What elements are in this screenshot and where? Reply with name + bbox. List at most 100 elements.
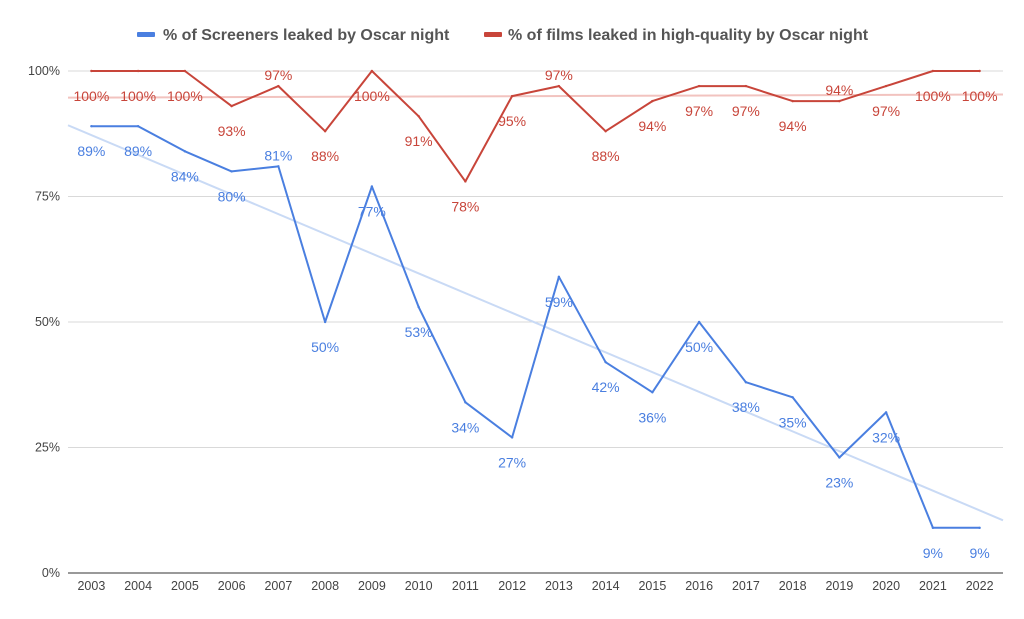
x-tick-label: 2017 <box>732 579 760 593</box>
x-tick-label: 2008 <box>311 579 339 593</box>
data-label-films: 94% <box>638 118 666 134</box>
data-label-screeners: 27% <box>498 454 526 470</box>
x-tick-label: 2015 <box>638 579 666 593</box>
x-tick-label: 2021 <box>919 579 947 593</box>
x-tick-label: 2016 <box>685 579 713 593</box>
x-tick-label: 2014 <box>592 579 620 593</box>
series-line-screeners <box>91 125 980 529</box>
x-tick-label: 2006 <box>218 579 246 593</box>
data-label-films: 97% <box>872 103 900 119</box>
data-point <box>136 125 140 128</box>
legend-swatch-films <box>484 32 502 37</box>
data-point <box>791 396 794 399</box>
data-label-films: 95% <box>498 113 526 129</box>
series-line-films <box>91 70 980 183</box>
legend-item-screeners: % of Screeners leaked by Oscar night <box>137 27 450 44</box>
data-label-films: 93% <box>218 123 246 139</box>
data-point <box>931 526 935 530</box>
data-label-films: 100% <box>354 88 390 104</box>
data-point <box>744 381 748 384</box>
legend-label-films: % of films leaked in high-quality by Osc… <box>508 27 869 44</box>
x-tick-label: 2011 <box>452 579 479 593</box>
data-label-screeners: 59% <box>545 294 573 310</box>
data-point <box>230 104 233 108</box>
y-axis-ticks: 0% 25% 50% 75% 100% <box>28 64 60 580</box>
data-point <box>323 130 327 133</box>
x-tick-label: 2018 <box>779 579 807 593</box>
data-label-screeners: 9% <box>923 545 943 561</box>
x-tick-label: 2010 <box>405 579 433 593</box>
y-tick-label: 0% <box>42 566 60 580</box>
x-tick-label: 2012 <box>498 579 526 593</box>
data-point <box>370 69 374 73</box>
data-point <box>183 69 187 73</box>
data-label-screeners: 89% <box>124 143 152 159</box>
data-label-films: 88% <box>592 148 620 164</box>
x-tick-label: 2009 <box>358 579 386 593</box>
data-label-screeners: 32% <box>872 429 900 445</box>
data-label-films: 97% <box>264 67 292 83</box>
data-point <box>744 84 748 88</box>
data-point <box>978 526 981 530</box>
data-label-films: 100% <box>915 88 951 104</box>
data-label-films: 100% <box>120 88 156 104</box>
data-point <box>884 84 888 88</box>
data-label-films: 100% <box>73 88 109 104</box>
data-label-films: 88% <box>311 148 339 164</box>
x-tick-label: 2007 <box>264 579 292 593</box>
data-point <box>838 456 841 459</box>
data-labels: 89% 89% 84% 80% 81% 50% 77% 53% 34% 27% 59% 42% 36% 5… <box>73 67 997 561</box>
y-tick-label: 100% <box>28 64 60 78</box>
x-tick-label: 2004 <box>124 579 152 593</box>
legend-label-screeners: % of Screeners leaked by Oscar night <box>163 27 450 44</box>
data-label-screeners: 80% <box>218 188 246 204</box>
data-label-screeners: 77% <box>358 203 386 219</box>
data-point <box>464 180 467 183</box>
data-label-screeners: 84% <box>171 168 199 184</box>
y-tick-label: 50% <box>35 315 60 329</box>
data-label-films: 97% <box>685 103 713 119</box>
data-point <box>183 150 187 153</box>
data-point <box>277 84 280 88</box>
data-point <box>884 411 888 414</box>
data-label-screeners: 34% <box>451 419 479 435</box>
trendlines <box>67 93 1004 522</box>
series-lines <box>90 69 981 530</box>
data-point <box>604 360 607 364</box>
data-point <box>464 401 467 404</box>
x-tick-label: 2013 <box>545 579 573 593</box>
data-label-films: 100% <box>167 88 203 104</box>
data-label-screeners: 9% <box>970 545 990 561</box>
data-label-screeners: 38% <box>732 399 760 415</box>
data-point <box>978 69 981 73</box>
trendline <box>67 124 1004 522</box>
data-point <box>791 99 794 103</box>
data-point <box>697 320 701 324</box>
data-label-films: 94% <box>825 82 853 98</box>
x-tick-label: 2003 <box>77 579 105 593</box>
data-point <box>230 170 233 173</box>
data-point <box>651 99 654 103</box>
data-point <box>510 94 514 98</box>
legend-item-films: % of films leaked in high-quality by Osc… <box>484 27 869 44</box>
data-point <box>604 130 607 133</box>
x-axis-ticks: 2003 2004 2005 2006 2007 2008 2009 2010 2011 2012… <box>77 579 993 593</box>
data-label-films: 94% <box>779 118 807 134</box>
x-tick-label: 2022 <box>966 579 994 593</box>
data-point <box>90 69 93 73</box>
y-tick-label: 75% <box>35 190 60 204</box>
data-label-films: 97% <box>545 67 573 83</box>
legend-swatch-screeners <box>137 32 155 37</box>
data-label-films: 91% <box>405 133 433 149</box>
data-label-films: 97% <box>732 103 760 119</box>
data-point <box>651 391 654 394</box>
data-label-screeners: 50% <box>685 339 713 355</box>
data-point <box>417 114 420 118</box>
data-point <box>417 305 420 309</box>
data-label-screeners: 81% <box>264 147 292 163</box>
data-point <box>557 275 561 279</box>
data-point <box>931 69 935 73</box>
data-label-screeners: 35% <box>779 414 807 430</box>
data-label-films: 78% <box>451 198 479 214</box>
